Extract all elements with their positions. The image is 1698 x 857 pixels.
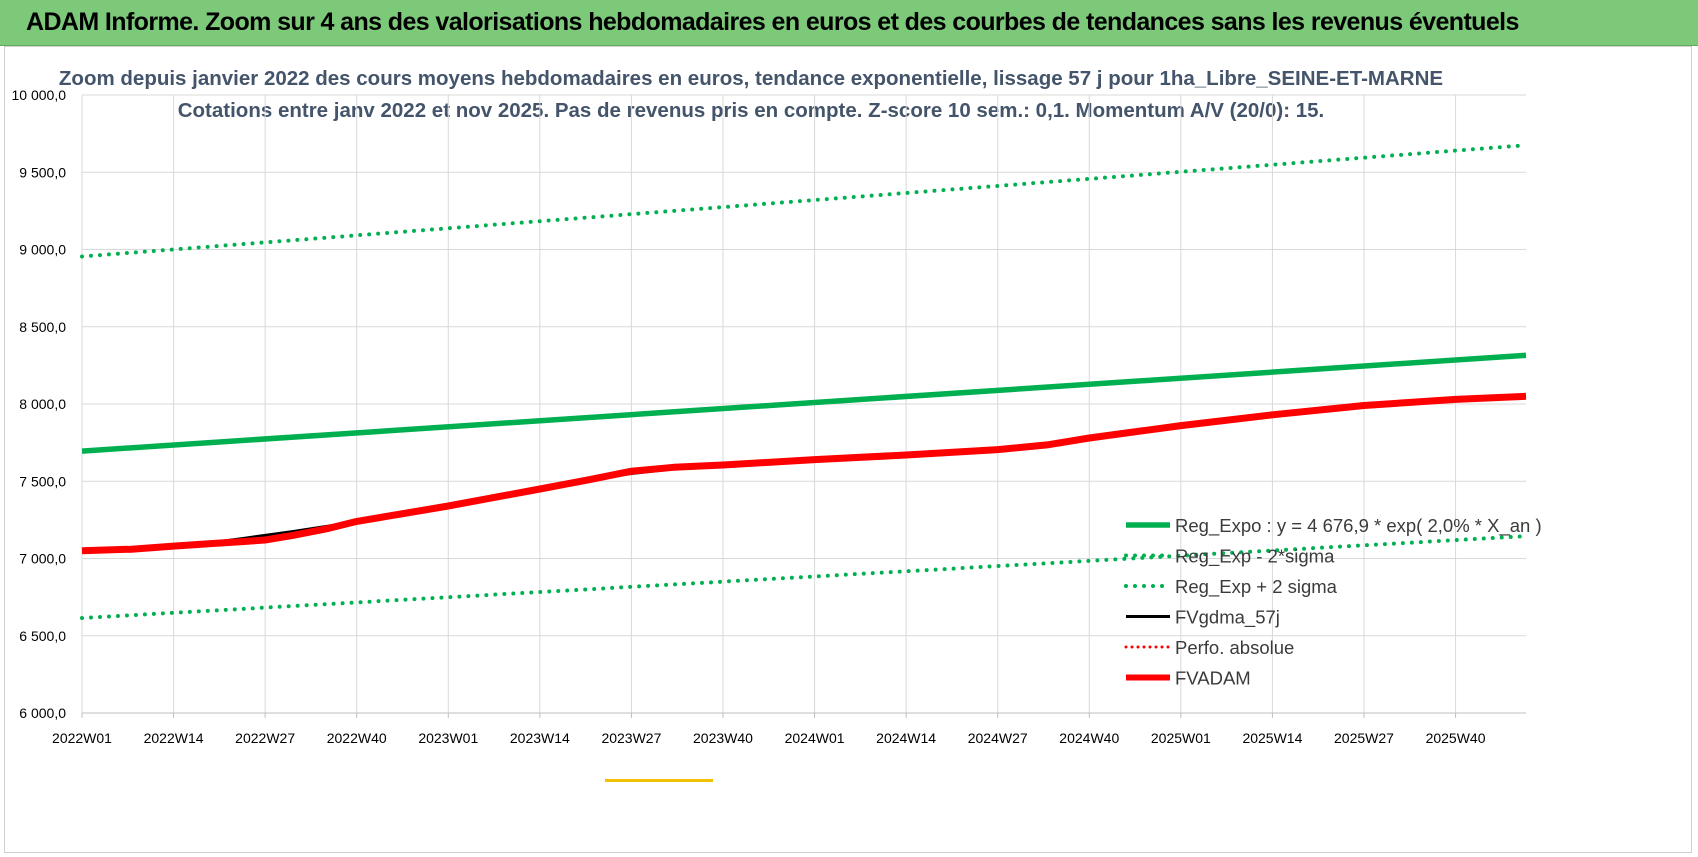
legend-label: Reg_Exp + 2 sigma xyxy=(1175,576,1338,598)
x-tick-label: 2024W27 xyxy=(968,730,1028,746)
x-tick-label: 2025W01 xyxy=(1151,730,1211,746)
series-line-0 xyxy=(81,352,1527,454)
x-tick-label: 2022W40 xyxy=(327,730,387,746)
chart-subtitle: Cotations entre janv 2022 et nov 2025. P… xyxy=(178,99,1325,122)
y-tick-label: 9 000,0 xyxy=(19,242,66,258)
x-tick-label: 2024W40 xyxy=(1059,730,1119,746)
x-tick-label: 2025W27 xyxy=(1334,730,1394,746)
x-tick-label: 2022W27 xyxy=(235,730,295,746)
series-lines xyxy=(80,143,1528,620)
legend-label: Reg_Expo : y = 4 676,9 * exp( 2,0% * X_a… xyxy=(1175,515,1542,537)
legend-label: Reg_Exp - 2*sigma xyxy=(1175,546,1335,568)
series-line-5 xyxy=(81,392,1527,555)
y-tick-label: 7 500,0 xyxy=(19,473,66,489)
y-tick-label: 10 000,0 xyxy=(12,87,67,103)
x-tick-label: 2024W14 xyxy=(876,730,936,746)
chart-svg: Zoom depuis janvier 2022 des cours moyen… xyxy=(12,67,1542,746)
x-tick-label: 2023W27 xyxy=(601,730,661,746)
y-tick-label: 8 000,0 xyxy=(19,396,66,412)
legend-label: FVgdma_57j xyxy=(1175,607,1280,629)
series-line-2 xyxy=(80,143,1528,259)
x-tick-label: 2023W14 xyxy=(510,730,570,746)
x-tick-label: 2023W40 xyxy=(693,730,753,746)
x-tick-label: 2025W14 xyxy=(1242,730,1302,746)
banner: ADAM Informe. Zoom sur 4 ans des valoris… xyxy=(0,0,1698,46)
chart-title: Zoom depuis janvier 2022 des cours moyen… xyxy=(59,67,1443,90)
axis-labels: 6 000,0 6 500,0 7 000,0 7 500,0 8 000,0 8 500… xyxy=(12,87,1486,746)
x-tick-label: 2022W14 xyxy=(144,730,204,746)
y-tick-label: 7 000,0 xyxy=(19,551,66,567)
legend: Reg_Expo : y = 4 676,9 * exp( 2,0% * X_a… xyxy=(1124,515,1542,689)
bottom-accent-bar xyxy=(605,779,713,782)
gridlines xyxy=(81,94,1526,718)
y-tick-label: 6 000,0 xyxy=(19,705,66,721)
legend-label: Perfo. absolue xyxy=(1175,637,1294,658)
banner-title: ADAM Informe. Zoom sur 4 ans des valoris… xyxy=(26,8,1519,36)
chart-area: Zoom depuis janvier 2022 des cours moyen… xyxy=(4,46,1692,853)
legend-label: FVADAM xyxy=(1175,668,1251,689)
x-tick-label: 2022W01 xyxy=(52,730,112,746)
y-tick-label: 9 500,0 xyxy=(19,164,66,180)
y-tick-label: 8 500,0 xyxy=(19,319,66,335)
y-tick-label: 6 500,0 xyxy=(19,628,66,644)
series-line-1 xyxy=(80,534,1528,620)
x-tick-label: 2024W01 xyxy=(785,730,845,746)
x-tick-label: 2023W01 xyxy=(418,730,478,746)
x-tick-label: 2025W40 xyxy=(1426,730,1486,746)
